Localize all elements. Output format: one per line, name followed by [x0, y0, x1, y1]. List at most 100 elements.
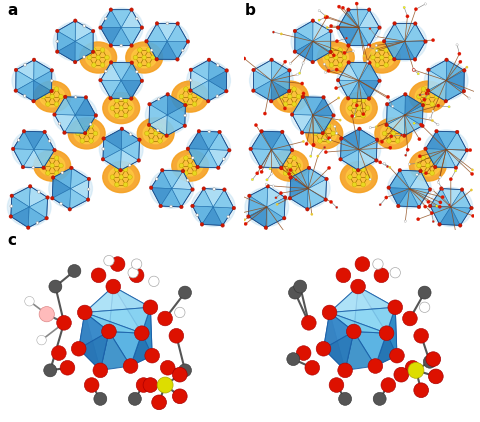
Ellipse shape [34, 150, 71, 181]
Circle shape [332, 114, 336, 117]
Circle shape [46, 87, 50, 91]
Circle shape [421, 87, 426, 91]
Circle shape [179, 364, 192, 377]
Circle shape [432, 110, 434, 112]
Circle shape [24, 297, 34, 306]
Polygon shape [188, 149, 209, 167]
Circle shape [196, 214, 199, 216]
Circle shape [288, 89, 291, 93]
Circle shape [386, 124, 391, 128]
Circle shape [417, 94, 421, 99]
Circle shape [413, 57, 417, 61]
Circle shape [136, 378, 151, 392]
Circle shape [421, 103, 425, 107]
Circle shape [351, 279, 365, 294]
Circle shape [101, 157, 105, 161]
Circle shape [400, 131, 404, 136]
Circle shape [119, 168, 122, 172]
Circle shape [406, 15, 409, 18]
Polygon shape [425, 131, 446, 149]
Ellipse shape [387, 169, 431, 208]
Circle shape [84, 131, 89, 136]
Polygon shape [389, 170, 409, 189]
Polygon shape [338, 80, 359, 98]
Circle shape [155, 22, 159, 25]
Circle shape [347, 8, 350, 11]
Ellipse shape [108, 98, 134, 119]
Ellipse shape [39, 155, 65, 176]
Circle shape [138, 63, 142, 68]
Polygon shape [440, 207, 460, 225]
Circle shape [221, 224, 225, 227]
Ellipse shape [363, 42, 400, 73]
Circle shape [152, 395, 167, 410]
Circle shape [428, 204, 432, 208]
Circle shape [471, 169, 474, 171]
Polygon shape [109, 331, 142, 366]
Polygon shape [64, 115, 85, 133]
Ellipse shape [369, 47, 395, 68]
Polygon shape [295, 31, 313, 51]
Ellipse shape [346, 98, 372, 119]
Polygon shape [12, 187, 30, 207]
Circle shape [57, 316, 72, 330]
Circle shape [456, 44, 458, 46]
Polygon shape [204, 189, 225, 207]
Circle shape [387, 186, 391, 189]
Circle shape [321, 131, 324, 135]
Circle shape [120, 44, 122, 47]
Circle shape [115, 182, 119, 187]
Polygon shape [398, 189, 419, 207]
Circle shape [338, 63, 342, 68]
Circle shape [306, 208, 309, 211]
Circle shape [227, 215, 229, 218]
Circle shape [361, 114, 365, 118]
Circle shape [49, 280, 62, 293]
Circle shape [420, 302, 430, 312]
Circle shape [123, 359, 138, 373]
Circle shape [367, 8, 371, 11]
Polygon shape [65, 97, 86, 115]
Polygon shape [149, 115, 167, 136]
Circle shape [373, 259, 383, 269]
Polygon shape [409, 189, 430, 207]
Circle shape [172, 389, 187, 403]
Ellipse shape [103, 92, 140, 124]
Circle shape [62, 131, 66, 135]
Circle shape [45, 216, 48, 220]
Polygon shape [375, 307, 397, 366]
Circle shape [347, 324, 361, 339]
Polygon shape [57, 21, 75, 41]
Circle shape [192, 87, 197, 91]
Circle shape [265, 232, 268, 235]
Polygon shape [386, 115, 405, 136]
Circle shape [426, 352, 441, 366]
Circle shape [68, 208, 72, 211]
Circle shape [149, 276, 159, 287]
Ellipse shape [340, 92, 377, 124]
Ellipse shape [375, 118, 412, 149]
Circle shape [120, 97, 122, 100]
Circle shape [143, 300, 158, 315]
Circle shape [437, 124, 439, 126]
Polygon shape [330, 287, 395, 312]
Circle shape [432, 38, 435, 42]
Circle shape [462, 89, 466, 93]
Circle shape [270, 58, 274, 62]
Circle shape [413, 22, 417, 25]
Circle shape [434, 163, 439, 168]
Circle shape [102, 148, 105, 150]
Polygon shape [53, 168, 72, 189]
Circle shape [325, 55, 329, 60]
Polygon shape [191, 60, 209, 81]
Polygon shape [451, 189, 471, 208]
Polygon shape [354, 331, 386, 366]
Circle shape [414, 8, 418, 11]
Circle shape [415, 162, 417, 165]
Circle shape [24, 63, 26, 66]
Circle shape [305, 360, 320, 375]
Circle shape [384, 48, 388, 52]
Polygon shape [251, 149, 271, 167]
Circle shape [266, 184, 270, 188]
Polygon shape [100, 80, 121, 98]
